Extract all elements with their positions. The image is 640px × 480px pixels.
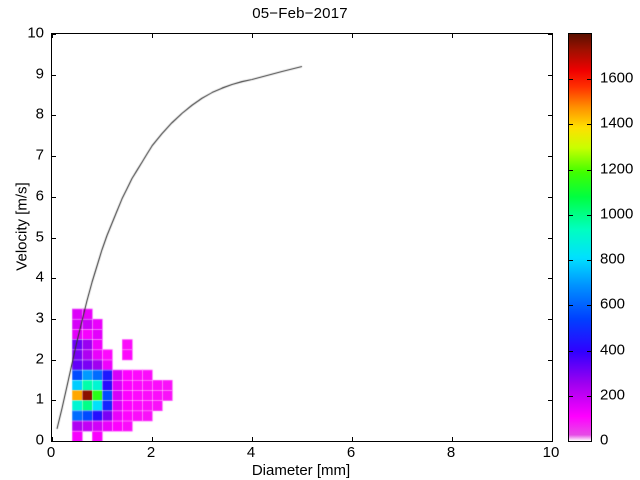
colorbar-tick	[587, 169, 591, 171]
y-axis-tick	[548, 34, 553, 35]
y-axis-tick	[51, 359, 56, 361]
y-axis-tick	[51, 318, 56, 320]
y-axis-tick	[548, 156, 553, 158]
colorbar-tick-label: 1600	[600, 69, 634, 87]
y-axis-tick	[548, 359, 553, 361]
y-axis-tick-label: 0	[35, 431, 44, 449]
colorbar-tick	[587, 395, 591, 397]
colorbar-tick	[569, 350, 573, 352]
y-axis-tick	[548, 237, 553, 239]
plot-axes	[51, 33, 553, 442]
colorbar-tick-label: 1400	[600, 114, 634, 132]
x-axis-tick	[352, 33, 353, 38]
colorbar-tick-label: 1000	[600, 205, 634, 223]
x-axis-tick	[152, 437, 153, 442]
y-axis-tick-label: 1	[35, 390, 44, 408]
y-axis-tick	[548, 278, 553, 280]
colorbar-tick	[587, 214, 591, 216]
colorbar-tick	[569, 169, 573, 171]
colorbar-tick	[569, 260, 573, 262]
y-axis-tick-label: 10	[27, 24, 44, 42]
colorbar-tick	[569, 305, 573, 307]
x-axis-tick-label: 2	[146, 444, 156, 461]
chart-title: 05−Feb−2017	[252, 5, 348, 22]
x-axis-tick-label: 0	[46, 444, 56, 461]
y-axis-tick	[548, 318, 553, 320]
y-axis-tick-label: 9	[35, 65, 44, 83]
y-axis-tick	[548, 74, 553, 76]
y-axis-tick-label: 2	[35, 350, 44, 368]
y-axis-tick-label: 5	[35, 228, 44, 245]
colorbar-tick	[587, 305, 591, 307]
y-axis-tick	[51, 115, 56, 117]
y-axis-title: Velocity [m/s]	[13, 182, 31, 271]
colorbar-tick	[587, 124, 591, 126]
x-axis-tick	[552, 33, 553, 38]
y-axis-tick	[51, 74, 56, 76]
x-axis-tick	[552, 437, 553, 442]
colorbar	[568, 33, 592, 442]
colorbar-tick-label: 400	[600, 341, 626, 359]
x-axis-title: Diameter [mm]	[251, 462, 351, 479]
heatmap-canvas	[52, 34, 552, 441]
y-axis-tick	[51, 237, 56, 239]
y-axis-tick	[51, 441, 56, 442]
y-axis-tick	[51, 278, 56, 280]
colorbar-tick	[569, 214, 573, 216]
y-axis-tick-label: 8	[35, 105, 44, 123]
colorbar-tick	[587, 260, 591, 262]
x-axis-tick-label: 8	[446, 444, 456, 461]
colorbar-tick	[569, 79, 573, 81]
colorbar-tick	[569, 395, 573, 397]
y-axis-tick	[51, 196, 56, 198]
colorbar-tick	[587, 350, 591, 352]
y-axis-tick-label: 6	[35, 187, 44, 205]
y-axis-tick-label: 3	[35, 309, 44, 327]
y-axis-tick	[51, 34, 56, 35]
y-axis-tick	[548, 400, 553, 402]
y-axis-tick-label: 7	[35, 146, 44, 164]
colorbar-tick-label: 600	[600, 295, 626, 313]
colorbar-tick	[569, 441, 573, 442]
x-axis-tick	[152, 33, 153, 38]
y-axis-tick	[51, 156, 56, 158]
y-axis-tick	[51, 400, 56, 402]
x-axis-tick	[452, 437, 453, 442]
colorbar-gradient	[569, 34, 591, 441]
y-axis-tick-label: 4	[35, 268, 44, 286]
colorbar-tick	[569, 124, 573, 126]
x-axis-tick-label: 6	[346, 444, 356, 461]
y-axis-tick	[548, 196, 553, 198]
x-axis-tick	[452, 33, 453, 38]
x-axis-tick	[52, 437, 53, 442]
y-axis-tick	[548, 441, 553, 442]
colorbar-tick-label: 200	[600, 386, 626, 404]
x-axis-tick-label: 10	[542, 444, 560, 461]
x-axis-tick-label: 4	[246, 444, 256, 461]
x-axis-tick	[252, 33, 253, 38]
colorbar-tick-label: 800	[600, 250, 626, 268]
y-axis-tick	[548, 115, 553, 117]
colorbar-tick	[587, 441, 591, 442]
colorbar-tick-label: 1200	[600, 160, 634, 178]
x-axis-tick	[52, 33, 53, 38]
colorbar-tick-label: 0	[600, 431, 609, 449]
x-axis-tick	[352, 437, 353, 442]
x-axis-tick	[252, 437, 253, 442]
colorbar-tick	[587, 79, 591, 81]
